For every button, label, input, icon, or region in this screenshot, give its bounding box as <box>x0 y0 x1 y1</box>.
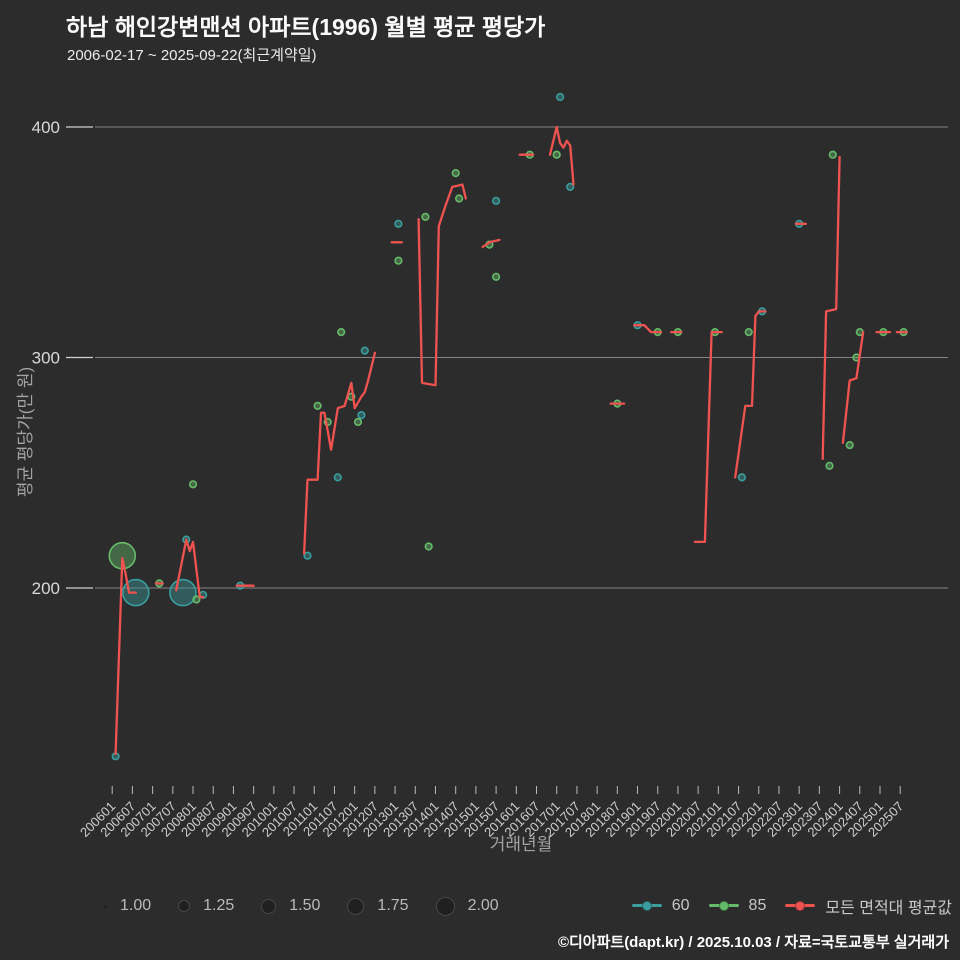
size-legend-item-1.00: 1.00 <box>104 897 151 915</box>
avg-line-segment <box>548 125 575 186</box>
size-legend-dot-icon <box>347 897 365 915</box>
series-60-point <box>357 411 366 420</box>
y-axis-title: 평균 평당가(만 원) <box>16 367 35 497</box>
avg-line-segment <box>693 330 723 544</box>
series-legend: 60 85 모든 면적대 평균값 <box>631 894 952 918</box>
series-legend-label: 60 <box>671 897 690 914</box>
chart-title: 하남 해인강변맨션 아파트(1996) 월별 평균 평당가 <box>66 14 546 40</box>
series-85-point <box>552 150 561 159</box>
series-60-point <box>394 219 403 228</box>
legend: 1.00 1.25 1.50 1.75 2.00 60 85 모든 면적대 평균값 <box>104 888 952 924</box>
avg-line-segment <box>481 238 501 249</box>
avg-line-segment <box>175 538 205 599</box>
series-marker-dot <box>641 901 652 911</box>
size-legend-label: 1.25 <box>203 897 235 914</box>
series-60-point <box>360 346 369 355</box>
series-60-point <box>303 551 312 560</box>
series-marker-icon <box>785 899 816 913</box>
size-legend-item-1.50: 1.50 <box>261 897 320 915</box>
series-legend-label: 모든 면적대 평균값 <box>825 900 952 917</box>
series-marker-icon <box>631 899 662 913</box>
avg-line-segment <box>302 351 377 555</box>
size-legend-item-2.00: 2.00 <box>435 896 499 916</box>
size-legend-dot-icon <box>104 904 107 908</box>
series-85-point <box>825 461 834 470</box>
series-legend-item-모든 면적대 평균값[interactable]: 모든 면적대 평균값 <box>785 894 952 918</box>
size-legend-dot-icon <box>178 900 191 912</box>
series-85-point <box>492 272 501 281</box>
series-85-point <box>353 417 363 427</box>
avg-line-segment <box>841 330 865 444</box>
series-85-point <box>337 328 346 337</box>
series-marker-icon <box>708 899 739 913</box>
series-85-point <box>192 595 201 604</box>
series-60-point <box>169 578 197 607</box>
series-legend-item-60[interactable]: 60 <box>631 897 690 915</box>
series-60-point <box>737 473 747 482</box>
avg-line-segment <box>417 183 467 387</box>
bubble-size-legend: 1.00 1.25 1.50 1.75 2.00 <box>104 896 499 916</box>
chart-canvas: 2003004002006012006072007012007072008012… <box>16 92 948 854</box>
series-85-point <box>845 441 854 450</box>
series-85-point <box>313 401 322 411</box>
series-85-point <box>451 169 460 178</box>
series-85-point <box>455 194 464 203</box>
avg-line-segment <box>633 324 663 334</box>
series-legend-item-85[interactable]: 85 <box>708 897 767 915</box>
size-legend-label: 1.00 <box>120 897 152 914</box>
y-tick-label: 400 <box>32 118 60 137</box>
series-60-point <box>566 182 575 191</box>
series-85-point <box>421 212 430 221</box>
size-legend-dot-icon <box>435 896 455 916</box>
avg-line-segment <box>821 155 841 461</box>
size-legend-label: 1.50 <box>289 897 321 914</box>
avg-line-segment <box>734 310 767 479</box>
size-legend-label: 2.00 <box>467 897 499 914</box>
size-legend-dot-icon <box>261 898 277 914</box>
chart-subtitle: 2006-02-17 ~ 2025-09-22(최근계약일) <box>67 47 317 64</box>
y-tick-label: 200 <box>32 579 60 598</box>
series-85-point <box>394 256 403 265</box>
series-60-point <box>555 92 565 102</box>
size-legend-label: 1.75 <box>377 897 409 914</box>
y-tick-label: 300 <box>32 349 60 368</box>
series-marker-dot <box>718 901 729 911</box>
avg-line-segment <box>114 556 137 756</box>
series-85-point <box>188 480 198 489</box>
x-axis-title: 거래년월 <box>490 835 553 854</box>
series-85-point <box>828 150 837 159</box>
series-60-point <box>333 473 342 482</box>
series-legend-label: 85 <box>748 897 767 914</box>
attribution: ©디아파트(dapt.kr) / 2025.10.03 / 자료=국토교통부 실… <box>557 934 949 951</box>
series-85-point <box>424 542 433 551</box>
size-legend-item-1.25: 1.25 <box>178 897 234 915</box>
series-60-point <box>492 196 501 205</box>
series-marker-dot <box>795 901 806 911</box>
size-legend-item-1.75: 1.75 <box>347 897 409 915</box>
series-85-point <box>744 328 753 337</box>
